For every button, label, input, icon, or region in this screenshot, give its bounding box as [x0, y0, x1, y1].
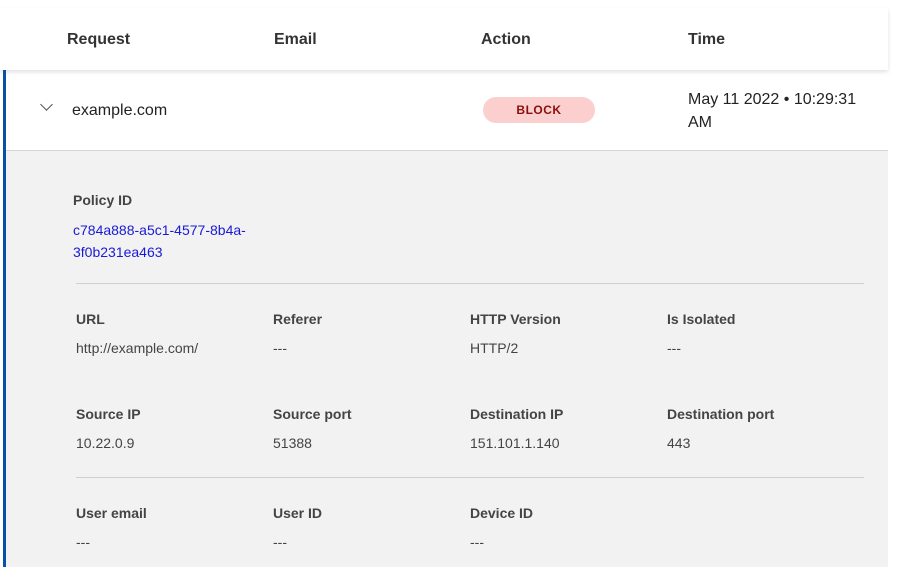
user-id-label: User ID — [273, 505, 323, 521]
url-value: http://example.com/ — [76, 340, 199, 356]
request-domain: example.com — [72, 102, 168, 119]
column-header-action[interactable]: Action — [481, 31, 531, 48]
http-version-label: HTTP Version — [470, 311, 561, 327]
url-label: URL — [76, 311, 105, 327]
column-header-time[interactable]: Time — [688, 31, 726, 48]
source-port-value: 51388 — [273, 435, 312, 451]
user-email-value: --- — [76, 534, 90, 550]
column-header-email[interactable]: Email — [274, 31, 317, 48]
timestamp: May 11 2022 • 10:29:31 AM — [688, 91, 857, 131]
destination-ip-value: 151.101.1.140 — [470, 435, 560, 451]
destination-port-value: 443 — [667, 435, 691, 451]
device-id-label: Device ID — [470, 505, 534, 521]
is-isolated-label: Is Isolated — [667, 311, 736, 327]
selected-row-indicator — [3, 70, 6, 567]
source-port-label: Source port — [273, 406, 352, 422]
http-version-value: HTTP/2 — [470, 340, 519, 356]
source-ip-label: Source IP — [76, 406, 141, 422]
user-id-value: --- — [273, 534, 287, 550]
row-details: Policy ID c784a888-a5c1-4577-8b4a-3f0b23… — [6, 151, 888, 567]
user-email-label: User email — [76, 505, 147, 521]
status-badge: BLOCK — [483, 97, 595, 123]
divider — [76, 283, 864, 284]
policy-id-label: Policy ID — [73, 192, 133, 208]
table-header: Request Email Action Time — [0, 8, 888, 70]
referer-label: Referer — [273, 311, 323, 327]
is-isolated-value: --- — [667, 340, 681, 356]
column-header-request[interactable]: Request — [67, 31, 131, 48]
source-ip-value: 10.22.0.9 — [76, 435, 135, 451]
policy-id-link[interactable]: c784a888-a5c1-4577-8b4a-3f0b231ea463 — [73, 222, 246, 260]
referer-value: --- — [273, 340, 287, 356]
chevron-down-icon[interactable] — [40, 98, 53, 111]
table-row[interactable]: example.com BLOCK May 11 2022 • 10:29:31… — [6, 70, 888, 151]
divider — [76, 477, 864, 478]
destination-port-label: Destination port — [667, 406, 775, 422]
destination-ip-label: Destination IP — [470, 406, 564, 422]
device-id-value: --- — [470, 534, 484, 550]
